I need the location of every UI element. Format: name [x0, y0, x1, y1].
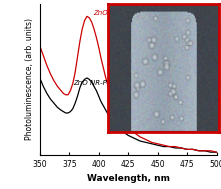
Text: ZnO NR-PT: ZnO NR-PT	[73, 80, 111, 86]
Text: ZnO NR-PT/AuNP: ZnO NR-PT/AuNP	[93, 10, 152, 16]
X-axis label: Wavelength, nm: Wavelength, nm	[87, 174, 170, 183]
Y-axis label: Photoluminescence, (arb. units): Photoluminescence, (arb. units)	[25, 18, 34, 140]
